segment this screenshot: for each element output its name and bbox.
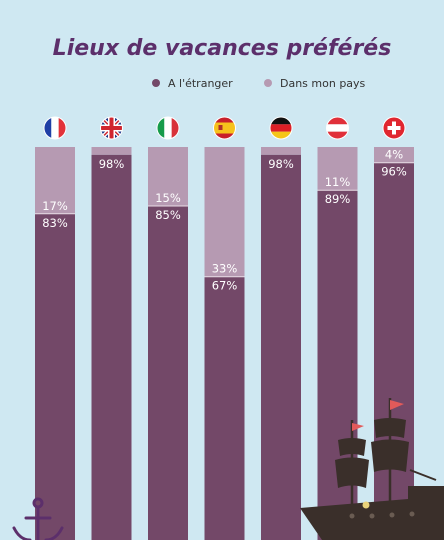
bar-abroad-4	[261, 154, 301, 540]
data-label-abroad-5: 89%	[325, 192, 351, 206]
data-label-abroad-3: 67%	[212, 279, 238, 293]
legend-swatch-abroad	[152, 79, 160, 87]
flag-germany-icon	[269, 116, 293, 140]
data-label-abroad-2: 85%	[155, 208, 181, 222]
bar-home-2	[148, 147, 188, 206]
legend-label-abroad: A l'étranger	[168, 77, 233, 90]
data-label-abroad-1: 98%	[99, 157, 125, 171]
legend-label-home: Dans mon pays	[280, 77, 366, 90]
bar-home-6	[374, 147, 414, 163]
bar-abroad-0	[35, 213, 75, 540]
flag-switzerland-icon	[382, 116, 406, 140]
bar-abroad-1	[91, 154, 132, 540]
data-label-home-2: 15%	[155, 191, 181, 205]
data-label-home-6: 4%	[385, 148, 403, 162]
data-label-abroad-6: 96%	[381, 165, 407, 179]
flag-uk-icon	[100, 116, 123, 140]
ship-icon	[300, 398, 444, 540]
bar-home-1	[91, 147, 132, 155]
data-label-home-5: 11%	[325, 175, 351, 189]
data-label-home-0: 17%	[42, 199, 68, 213]
bar-home-4	[261, 147, 301, 155]
flag-france-icon	[43, 116, 67, 140]
data-label-abroad-0: 83%	[42, 216, 68, 230]
bar-abroad-6	[374, 162, 414, 540]
bar-abroad-3	[204, 276, 245, 540]
flags	[43, 116, 406, 140]
data-label-home-3: 33%	[212, 262, 238, 276]
flag-spain-icon	[213, 116, 236, 140]
chart-title: Lieux de vacances préférés	[53, 36, 392, 61]
legend-swatch-home	[264, 79, 272, 87]
data-label-abroad-4: 98%	[268, 157, 294, 171]
bar-home-0	[35, 147, 75, 214]
flag-italy-icon	[156, 116, 180, 140]
legend: A l'étranger Dans mon pays	[152, 77, 366, 90]
bar-home-3	[204, 147, 245, 277]
bar-home-5	[317, 147, 358, 191]
flag-austria-icon	[326, 116, 349, 140]
bar-abroad-2	[148, 205, 188, 540]
